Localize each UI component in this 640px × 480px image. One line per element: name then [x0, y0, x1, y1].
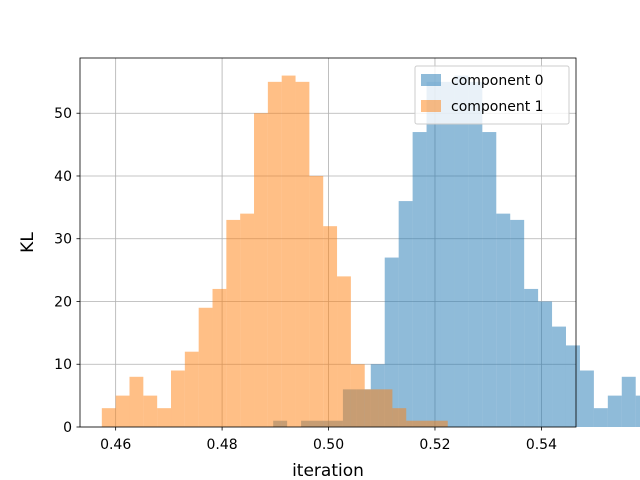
bar-component-0	[635, 395, 640, 427]
bar-component-0	[496, 213, 511, 427]
bar-component-1	[295, 81, 310, 428]
bar-component-1	[226, 219, 241, 427]
bar-component-1	[184, 351, 199, 427]
x-tick-label: 0.54	[526, 437, 557, 453]
bar-component-1	[392, 408, 407, 427]
bar-component-0	[384, 257, 399, 427]
bar-component-1	[337, 276, 351, 427]
bar-component-0	[482, 132, 497, 427]
y-tick-label: 10	[54, 357, 72, 373]
bar-component-0	[607, 395, 622, 427]
bar-component-1	[198, 307, 213, 427]
bar-component-0	[593, 408, 608, 427]
y-axis-label: KL	[18, 232, 38, 253]
y-tick-label: 20	[54, 294, 72, 310]
ticks: 0.46 0.48 0.50 0.52 0.54 0 10 20 30 40 50	[54, 106, 557, 453]
bar-component-1	[171, 370, 185, 427]
bar-component-1	[254, 113, 268, 427]
bar-component-0	[412, 132, 427, 427]
bar-component-0	[440, 81, 455, 428]
bar-component-0	[565, 345, 580, 427]
legend-label-component-1: component 1	[451, 99, 544, 115]
bar-component-1	[420, 420, 434, 427]
x-tick-label: 0.52	[419, 437, 450, 453]
legend-label-component-0: component 0	[451, 73, 544, 89]
bar-component-1	[212, 288, 227, 427]
bar-component-0	[426, 81, 441, 428]
bar-component-0	[398, 201, 413, 427]
bar-component-1	[101, 408, 116, 427]
y-tick-label: 50	[54, 106, 72, 122]
y-tick-label: 30	[54, 232, 72, 248]
bar-component-1	[281, 75, 296, 428]
bar-component-1	[406, 420, 421, 427]
x-tick-label: 0.48	[207, 437, 238, 453]
bar-component-1	[350, 364, 365, 427]
bar-component-0	[454, 75, 469, 428]
bar-component-1	[157, 408, 172, 427]
bar-component-1	[309, 175, 324, 427]
bar-component-1	[267, 81, 282, 428]
x-tick-label: 0.46	[100, 437, 131, 453]
bar-component-0	[552, 326, 566, 427]
legend-swatch-component-1	[421, 100, 441, 112]
bar-component-1	[323, 226, 338, 427]
x-axis-label: iteration	[292, 461, 364, 480]
bar-component-0	[524, 288, 539, 427]
bar-component-0	[538, 301, 553, 427]
bar-component-1	[433, 420, 448, 427]
plot-frame	[79, 57, 577, 428]
bar-component-0	[468, 81, 483, 428]
legend-box	[414, 65, 570, 125]
x-tick-label: 0.50	[313, 437, 344, 453]
y-tick-label: 0	[63, 420, 72, 436]
y-tick-label: 40	[54, 169, 72, 185]
legend: component 0 component 1	[414, 65, 570, 125]
bar-component-1	[378, 389, 393, 427]
bar-component-1	[364, 389, 379, 427]
bar-component-0	[621, 376, 636, 427]
bar-component-1	[143, 395, 158, 427]
bar-component-1	[240, 213, 255, 427]
bar-component-1	[129, 376, 144, 427]
bar-component-1	[115, 395, 130, 427]
bars	[101, 75, 640, 428]
bar-component-0	[579, 370, 594, 427]
legend-swatch-component-0	[421, 74, 441, 86]
bar-component-0	[510, 219, 525, 427]
